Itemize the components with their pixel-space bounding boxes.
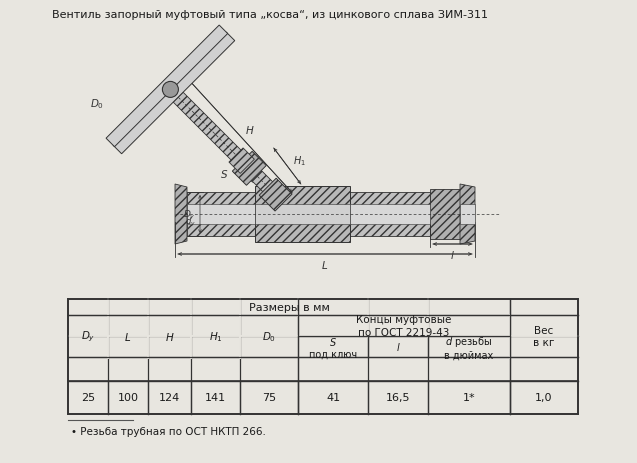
Text: 124: 124 (159, 393, 180, 403)
Polygon shape (106, 26, 227, 147)
Text: Вес
в кг: Вес в кг (533, 325, 555, 347)
Text: $D_y$: $D_y$ (183, 208, 196, 221)
Polygon shape (255, 187, 350, 243)
Text: $D_y$: $D_y$ (81, 329, 95, 344)
Text: $H$: $H$ (165, 330, 175, 342)
Bar (68, 300, 578, 414)
Text: Размеры в мм: Размеры в мм (248, 302, 329, 313)
Text: $L$: $L$ (124, 330, 132, 342)
Text: $d$ резьбы
в дюймах: $d$ резьбы в дюймах (445, 334, 494, 360)
Text: 1,0: 1,0 (535, 393, 553, 403)
Text: 25: 25 (81, 393, 95, 403)
Circle shape (162, 82, 178, 98)
Polygon shape (175, 185, 187, 244)
Text: 16,5: 16,5 (386, 393, 410, 403)
Polygon shape (430, 189, 460, 239)
Text: $H$: $H$ (245, 124, 255, 136)
Polygon shape (229, 149, 254, 174)
Text: 100: 100 (117, 393, 138, 403)
Polygon shape (350, 193, 430, 237)
Text: 1*: 1* (462, 393, 475, 403)
Text: $H_1$: $H_1$ (208, 329, 222, 343)
Polygon shape (460, 205, 475, 225)
Polygon shape (460, 185, 475, 244)
Polygon shape (166, 85, 285, 205)
Text: $L$: $L$ (322, 258, 329, 270)
Polygon shape (187, 193, 255, 237)
Text: Концы муфтовые
по ГОСТ 2219-43: Концы муфтовые по ГОСТ 2219-43 (356, 315, 452, 337)
Text: 41: 41 (326, 393, 340, 403)
Text: 141: 141 (205, 393, 226, 403)
Polygon shape (259, 179, 292, 212)
Text: $S$
под ключ: $S$ под ключ (309, 335, 357, 358)
Text: $l$: $l$ (396, 341, 400, 353)
Polygon shape (350, 205, 430, 225)
Text: $H_1$: $H_1$ (293, 154, 306, 168)
Text: $d_y$: $d_y$ (185, 215, 196, 228)
Text: $S$: $S$ (220, 167, 229, 179)
Polygon shape (255, 205, 350, 225)
Polygon shape (113, 33, 235, 155)
Polygon shape (187, 205, 255, 225)
Text: 75: 75 (262, 393, 276, 403)
Bar (68, 300, 578, 414)
Text: Вентиль запорный муфтовый типа „косва“, из цинкового сплава ЗИМ-311: Вентиль запорный муфтовый типа „косва“, … (52, 10, 488, 20)
Polygon shape (233, 152, 266, 186)
Text: $D_0$: $D_0$ (262, 329, 276, 343)
Text: • Резьба трубная по ОСТ НКТП 266.: • Резьба трубная по ОСТ НКТП 266. (71, 426, 266, 436)
Text: $D_0$: $D_0$ (90, 97, 104, 110)
Text: $l$: $l$ (450, 249, 455, 260)
